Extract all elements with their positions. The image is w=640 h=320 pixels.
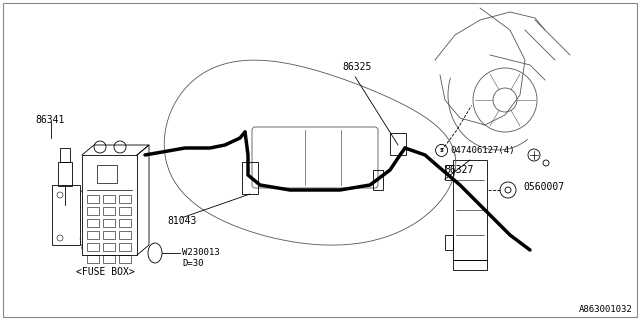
Text: 86325: 86325	[342, 62, 372, 72]
Bar	[242, 162, 258, 194]
Text: 81043: 81043	[168, 216, 197, 226]
Bar	[97, 165, 117, 183]
Bar	[87, 219, 99, 227]
Text: 86327: 86327	[445, 165, 474, 175]
Text: 0560007: 0560007	[523, 182, 564, 192]
Text: A863001032: A863001032	[579, 305, 633, 314]
Bar	[103, 243, 115, 251]
Bar	[87, 255, 99, 263]
Bar	[453, 260, 487, 270]
Bar	[119, 195, 131, 203]
Bar	[119, 231, 131, 239]
Bar	[52, 185, 80, 245]
Bar	[82, 155, 137, 255]
Bar	[103, 231, 115, 239]
Bar	[103, 207, 115, 215]
Bar	[58, 162, 72, 186]
Bar	[453, 160, 487, 260]
Text: D=30: D=30	[182, 259, 204, 268]
Bar	[87, 207, 99, 215]
Bar	[60, 148, 70, 162]
Bar	[119, 207, 131, 215]
Text: 86341: 86341	[35, 115, 65, 125]
Bar	[103, 219, 115, 227]
Bar	[87, 243, 99, 251]
Text: 047406127(4): 047406127(4)	[451, 146, 515, 155]
Text: <FUSE BOX>: <FUSE BOX>	[76, 267, 135, 277]
Bar	[103, 255, 115, 263]
Bar	[390, 133, 406, 155]
Bar	[119, 255, 131, 263]
Bar	[373, 170, 383, 190]
Bar	[87, 195, 99, 203]
Bar	[445, 165, 453, 180]
Bar	[87, 231, 99, 239]
Bar	[119, 243, 131, 251]
Text: S: S	[440, 148, 444, 153]
Bar	[119, 219, 131, 227]
Bar	[103, 195, 115, 203]
Text: W230013: W230013	[182, 248, 220, 257]
Bar	[445, 235, 453, 250]
